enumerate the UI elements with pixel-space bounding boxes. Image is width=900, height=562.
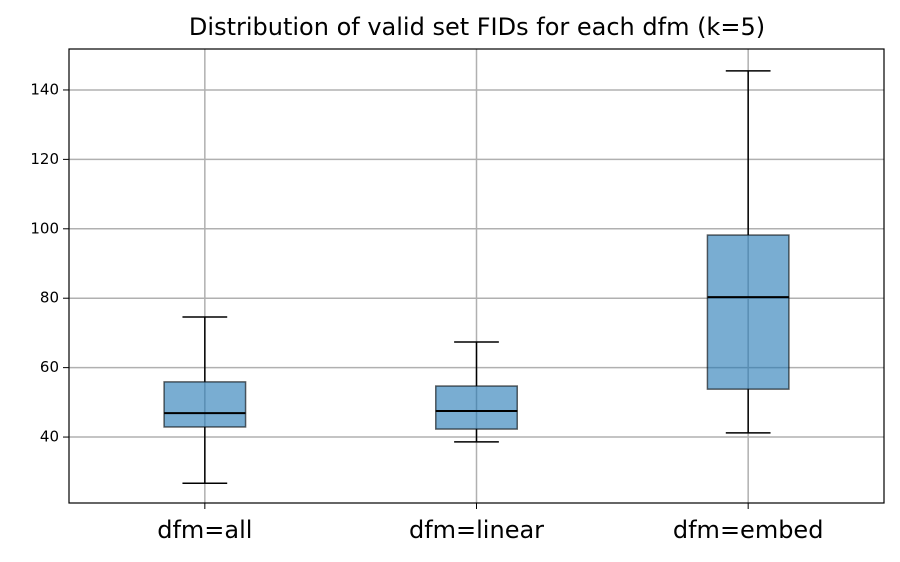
y-tick-label: 120 xyxy=(30,150,59,168)
y-tick-label: 60 xyxy=(40,358,59,376)
plot-frame xyxy=(68,48,885,504)
y-tick-label: 40 xyxy=(40,428,59,446)
x-tick-label: dfm=embed xyxy=(673,516,824,544)
y-tick-label: 140 xyxy=(30,80,59,98)
x-tick-label: dfm=all xyxy=(157,516,252,544)
box xyxy=(435,385,518,430)
box xyxy=(163,381,247,428)
chart-title: Distribution of valid set FIDs for each … xyxy=(189,13,765,41)
x-tick-label: dfm=linear xyxy=(409,516,544,544)
y-tick-label: 100 xyxy=(30,219,59,237)
box xyxy=(706,234,790,390)
y-tick-label: 80 xyxy=(40,289,59,307)
